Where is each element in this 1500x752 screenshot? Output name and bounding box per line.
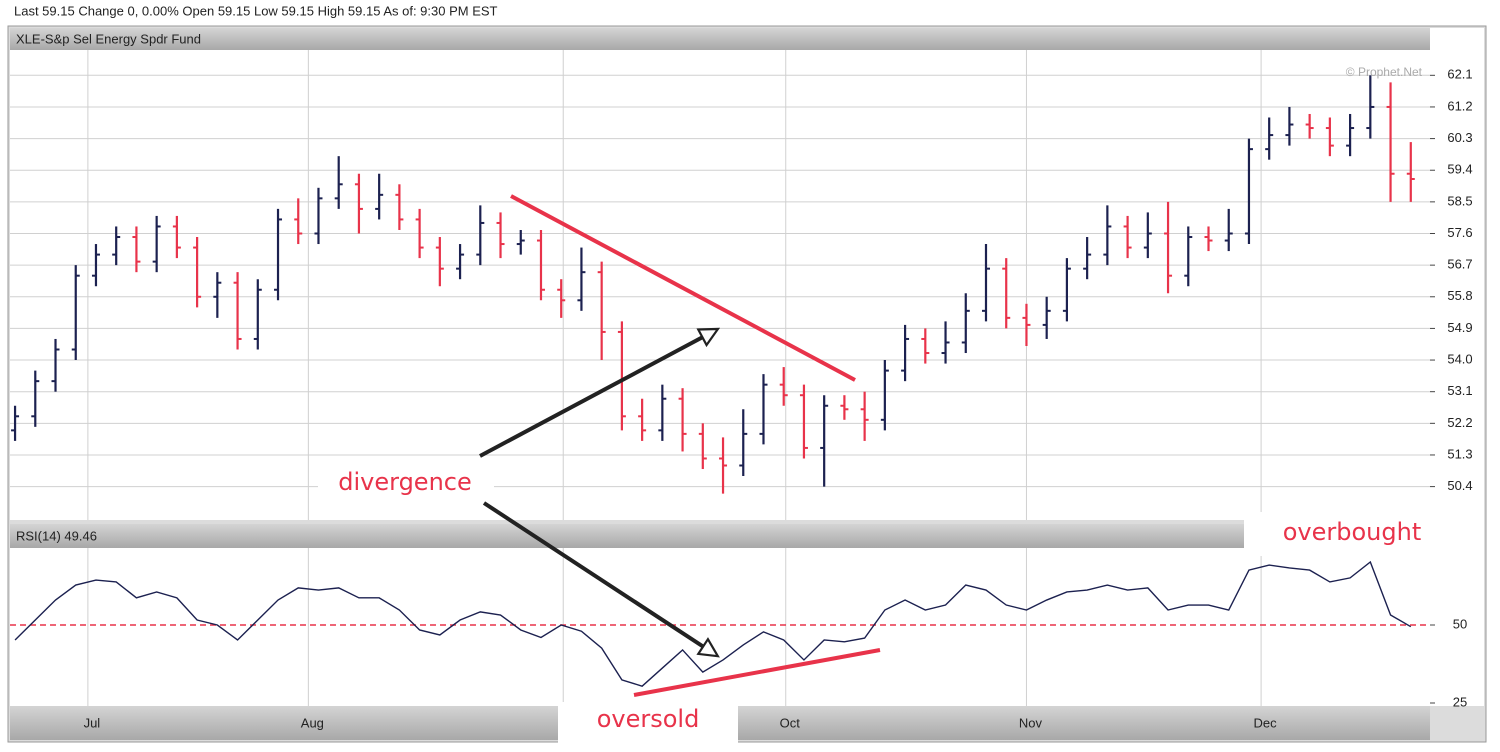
y-tick-label: 53.1 bbox=[1447, 383, 1472, 398]
y-tick-label: 60.3 bbox=[1447, 130, 1472, 145]
y-tick-label: 57.6 bbox=[1447, 225, 1472, 240]
y-tick-label: 62.1 bbox=[1447, 67, 1472, 82]
arrow bbox=[482, 501, 716, 655]
price-plot bbox=[10, 50, 1430, 520]
watermark: © Prophet.Net bbox=[1346, 65, 1423, 79]
y-tick-label: 51.3 bbox=[1447, 446, 1472, 461]
y-tick-label: 50.4 bbox=[1447, 478, 1472, 493]
arrow bbox=[479, 330, 716, 458]
label-box bbox=[318, 466, 494, 500]
x-tick-label: Dec bbox=[1254, 715, 1278, 730]
price-trendline bbox=[510, 194, 856, 382]
label-box bbox=[1244, 512, 1468, 556]
rsi-trendline bbox=[633, 648, 881, 697]
y-tick-label: 52.2 bbox=[1447, 415, 1472, 430]
x-tick-label: Jul bbox=[84, 715, 101, 730]
x-tick-label: Nov bbox=[1019, 715, 1043, 730]
y-tick-label: 25 bbox=[1453, 694, 1467, 709]
rsi-title: RSI(14) 49.46 bbox=[16, 528, 97, 543]
y-tick-label: 59.4 bbox=[1447, 162, 1472, 177]
label-box bbox=[558, 702, 738, 746]
layers: Jul Aug Oct Nov Dec 62.1 61.2 60.3 59.4 58.5 57.6 5… bbox=[10, 50, 1473, 730]
price-axis bbox=[1430, 28, 1484, 525]
y-tick-label: 61.2 bbox=[1447, 98, 1472, 113]
y-tick-label: 54.0 bbox=[1447, 351, 1472, 366]
x-tick-label: Aug bbox=[301, 715, 324, 730]
rsi-plot bbox=[10, 548, 1430, 706]
y-tick-label: 54.9 bbox=[1447, 320, 1472, 335]
annotation: divergence bbox=[338, 468, 472, 496]
price-title: XLE-S&p Sel Energy Spdr Fund bbox=[16, 31, 201, 46]
y-tick-label: 58.5 bbox=[1447, 193, 1472, 208]
rsi-line bbox=[14, 560, 1412, 687]
y-tick-label: 50 bbox=[1453, 616, 1467, 631]
annotation: overbought bbox=[1283, 518, 1422, 546]
rsi-title-bar bbox=[10, 524, 1430, 548]
price-title-bar bbox=[10, 28, 1430, 50]
quote-header: Last 59.15 Change 0, 0.00% Open 59.15 Lo… bbox=[14, 3, 498, 18]
x-tick-label: Oct bbox=[780, 715, 801, 730]
y-tick-label: 55.8 bbox=[1447, 288, 1472, 303]
annotation: oversold bbox=[597, 705, 700, 733]
y-tick-label: 56.7 bbox=[1447, 257, 1472, 272]
